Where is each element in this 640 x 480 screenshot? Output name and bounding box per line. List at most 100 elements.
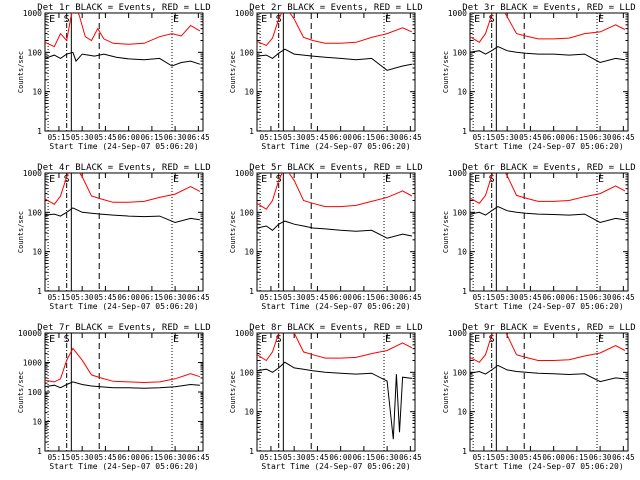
marker-e-left: E	[261, 14, 267, 25]
lld-series-line	[257, 173, 413, 210]
y-axis-label: Counts/sec	[229, 211, 237, 253]
subplot-title: Det 4r BLACK = Events, RED = LLD	[37, 163, 210, 173]
y-tick-label: 100	[28, 388, 43, 397]
marker-s: S	[489, 14, 495, 25]
subplot-6: Det 6r BLACK = Events, RED = LLD 1 10 100 10…	[442, 163, 636, 311]
lld-series-line	[470, 13, 626, 43]
plot-frame	[256, 332, 416, 452]
y-tick-label: 100	[453, 368, 468, 377]
y-tick-label: 1000	[23, 359, 42, 368]
x-tick-label: 06:15	[141, 293, 164, 302]
x-tick-label: 05:15	[48, 293, 71, 302]
x-tick-label: 06:45	[612, 293, 635, 302]
marker-s: S	[276, 334, 282, 345]
events-series-line	[257, 48, 412, 71]
subplot-title: Det 2r BLACK = Events, RED = LLD	[249, 3, 422, 13]
plot-frame	[44, 12, 204, 132]
marker-e-right: E	[598, 174, 604, 185]
y-tick-label: 1	[37, 287, 42, 296]
y-tick-label: 1000	[23, 169, 42, 178]
x-tick-label: 05:30	[283, 293, 306, 302]
x-tick-label: 06:00	[542, 293, 565, 302]
x-tick-label: 06:00	[329, 453, 352, 462]
y-tick-label: 1	[249, 127, 254, 136]
x-tick-label: 05:15	[260, 293, 283, 302]
y-tick-label: 10	[244, 248, 254, 257]
x-axis-label: Start Time (24-Sep-07 05:06:20)	[49, 142, 198, 151]
subplot-title: Det 6r BLACK = Events, RED = LLD	[462, 163, 635, 173]
x-tick-label: 05:45	[306, 453, 329, 462]
x-tick-label: 06:15	[353, 293, 376, 302]
marker-e-right: E	[173, 334, 179, 345]
y-tick-label: 100	[240, 368, 255, 377]
y-axis-label: Counts/sec	[17, 211, 25, 253]
x-tick-label: 06:15	[141, 133, 164, 142]
events-series-line	[45, 381, 200, 389]
y-tick-label: 100	[453, 208, 468, 217]
y-tick-label: 10	[457, 88, 467, 97]
x-tick-label: 06:30	[376, 133, 399, 142]
x-tick-label: 06:30	[164, 293, 187, 302]
subplot-title: Det 7r BLACK = Events, RED = LLD	[37, 323, 210, 333]
marker-e-left: E	[474, 14, 480, 25]
x-tick-label: 05:45	[94, 133, 117, 142]
x-tick-label: 06:15	[566, 453, 589, 462]
subplot-title: Det 5r BLACK = Events, RED = LLD	[249, 163, 422, 173]
x-tick-label: 05:30	[71, 453, 94, 462]
subplot-9: Det 9r BLACK = Events, RED = LLD 1 10 100 10…	[442, 323, 636, 471]
x-tick-label: 05:45	[306, 133, 329, 142]
y-tick-label: 1000	[235, 169, 254, 178]
marker-s: S	[489, 174, 495, 185]
y-tick-label: 10000	[18, 329, 42, 338]
x-tick-label: 05:45	[519, 453, 542, 462]
x-tick-label: 05:15	[473, 453, 496, 462]
x-tick-label: 06:00	[117, 293, 140, 302]
y-tick-label: 1	[462, 127, 467, 136]
lld-series-line	[470, 333, 626, 363]
x-tick-label: 06:45	[399, 133, 422, 142]
x-tick-label: 06:30	[589, 453, 612, 462]
marker-s: S	[64, 334, 70, 345]
y-tick-label: 1000	[235, 329, 254, 338]
marker-e-left: E	[261, 174, 267, 185]
lld-series-line	[257, 13, 413, 47]
x-axis-label: Start Time (24-Sep-07 05:06:20)	[474, 302, 623, 311]
x-tick-label: 06:15	[353, 453, 376, 462]
events-series-line	[45, 51, 201, 67]
events-series-line	[45, 207, 200, 224]
events-series-line	[470, 46, 625, 64]
x-tick-label: 06:00	[117, 133, 140, 142]
subplot-2: Det 2r BLACK = Events, RED = LLD 1 10 100 10…	[229, 3, 423, 151]
y-tick-label: 1000	[448, 9, 467, 18]
x-tick-label: 06:30	[164, 133, 187, 142]
y-tick-label: 1000	[448, 329, 467, 338]
plot-frame	[256, 12, 416, 132]
x-tick-label: 06:45	[187, 133, 210, 142]
events-series-line	[470, 206, 625, 224]
x-axis-label: Start Time (24-Sep-07 05:06:20)	[474, 142, 623, 151]
x-tick-label: 05:45	[519, 293, 542, 302]
y-tick-label: 1000	[23, 9, 42, 18]
events-series-line	[470, 364, 625, 383]
y-tick-label: 10	[457, 408, 467, 417]
y-axis-label: Counts/sec	[17, 51, 25, 93]
y-axis-label: Counts/sec	[442, 211, 450, 253]
marker-e-left: E	[49, 334, 55, 345]
subplot-7: Det 7r BLACK = Events, RED = LLD 1 10 100 10…	[17, 323, 211, 471]
x-tick-label: 06:45	[187, 453, 210, 462]
subplot-title: Det 8r BLACK = Events, RED = LLD	[249, 323, 422, 333]
marker-e-left: E	[49, 174, 55, 185]
marker-e-right: E	[173, 14, 179, 25]
x-tick-label: 05:15	[48, 133, 71, 142]
x-axis-label: Start Time (24-Sep-07 05:06:20)	[261, 142, 410, 151]
x-tick-label: 06:15	[353, 133, 376, 142]
plot-frame	[44, 332, 204, 452]
y-axis-label: Counts/sec	[442, 371, 450, 413]
x-tick-label: 05:30	[71, 133, 94, 142]
x-tick-label: 05:30	[283, 133, 306, 142]
y-axis-label: Counts/sec	[17, 371, 25, 413]
x-tick-label: 06:00	[329, 133, 352, 142]
x-tick-label: 05:30	[283, 453, 306, 462]
y-tick-label: 10	[244, 88, 254, 97]
